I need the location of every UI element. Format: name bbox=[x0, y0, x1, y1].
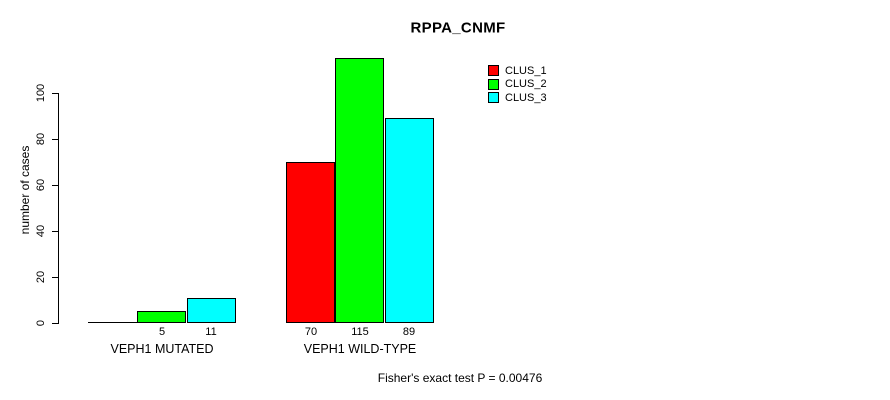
bar-value-label: 89 bbox=[402, 326, 416, 338]
fisher-test-annotation: Fisher's exact test P = 0.00476 bbox=[377, 371, 543, 385]
category-label: VEPH1 WILD-TYPE bbox=[303, 342, 417, 356]
bar-clus_3-group1 bbox=[187, 298, 236, 323]
bar-value-label: 70 bbox=[304, 326, 318, 338]
legend-swatch-clus_3 bbox=[488, 92, 499, 103]
legend-label: CLUS_1 bbox=[505, 65, 547, 77]
y-axis-tick-label: 20 bbox=[35, 270, 47, 284]
bar-clus_2-group2 bbox=[335, 58, 384, 323]
legend-swatch-clus_1 bbox=[488, 65, 499, 76]
y-axis-tick bbox=[52, 277, 59, 278]
legend-swatch-clus_2 bbox=[488, 79, 499, 90]
y-axis-tick-label: 60 bbox=[35, 178, 47, 192]
y-axis-tick-label: 40 bbox=[35, 224, 47, 238]
legend-label: CLUS_2 bbox=[505, 78, 547, 90]
y-axis-tick-label: 80 bbox=[35, 132, 47, 146]
bar-clus_3-group2 bbox=[385, 118, 434, 323]
y-axis-tick-label: 100 bbox=[35, 83, 47, 103]
bar-clus_2-group1 bbox=[137, 311, 186, 323]
y-axis-tick bbox=[52, 323, 59, 324]
y-axis-tick bbox=[52, 231, 59, 232]
bar-clus_1-group1-zero bbox=[88, 322, 137, 323]
y-axis-tick-label: 0 bbox=[35, 319, 47, 327]
bar-value-label: 5 bbox=[158, 326, 166, 338]
bar-clus_1-group2 bbox=[286, 162, 335, 323]
bar-value-label: 115 bbox=[351, 326, 369, 338]
chart-title: RPPA_CNMF bbox=[410, 19, 506, 37]
legend-label: CLUS_3 bbox=[505, 92, 547, 104]
y-axis-tick bbox=[52, 93, 59, 94]
y-axis-line bbox=[58, 93, 59, 324]
category-label: VEPH1 MUTATED bbox=[110, 342, 214, 356]
y-axis-tick bbox=[52, 185, 59, 186]
bar-value-label: 11 bbox=[205, 326, 217, 338]
y-axis-tick bbox=[52, 139, 59, 140]
